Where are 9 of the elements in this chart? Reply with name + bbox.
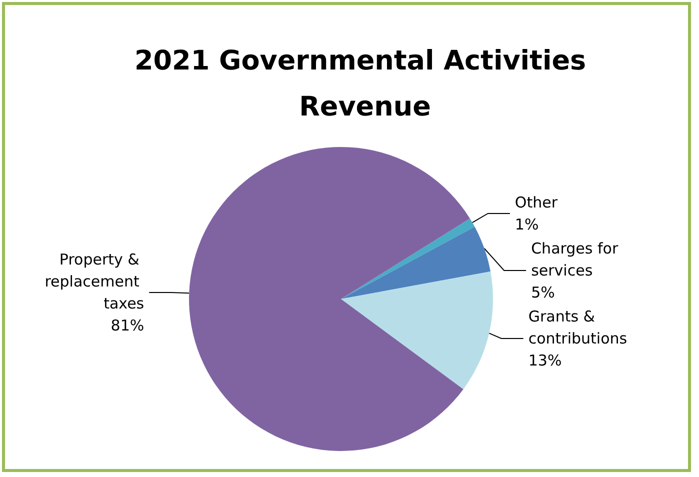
data-label: 1% xyxy=(514,215,539,234)
slice-label: Other xyxy=(514,193,558,212)
chart-title: 2021 Governmental Activities Revenue xyxy=(134,46,596,122)
data-label: 5% xyxy=(531,283,555,302)
slice-label: Charges for services xyxy=(531,239,623,280)
data-label: 81% xyxy=(110,316,144,334)
slice-label: Property & replacement taxes xyxy=(44,250,144,312)
data-label: 13% xyxy=(528,351,562,370)
slice-label: Grants & contributions xyxy=(528,307,628,348)
